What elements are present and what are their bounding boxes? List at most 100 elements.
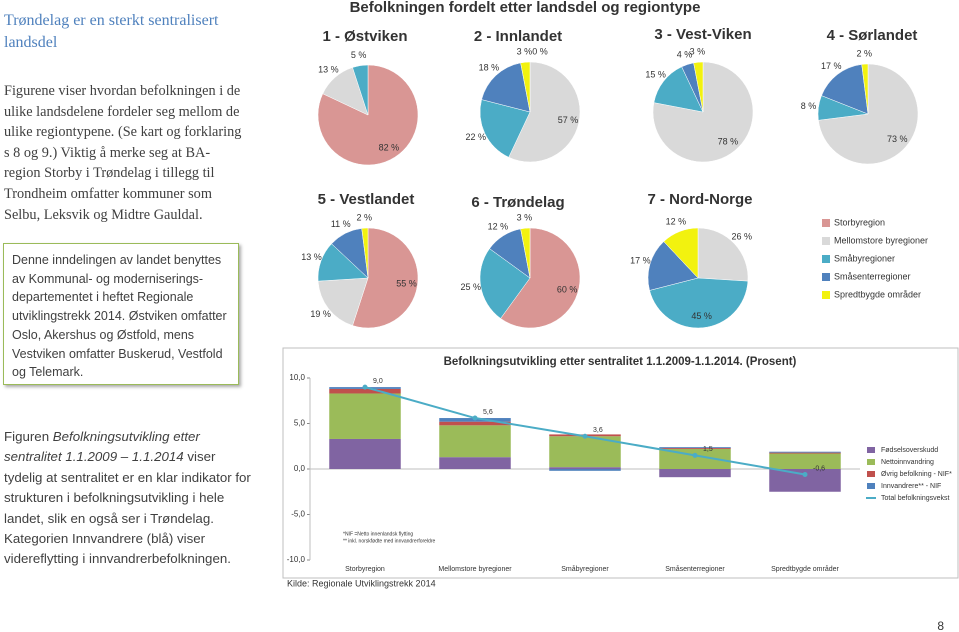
annotation: ** inkl. norskfødte med innvandrerforeld… [343, 538, 435, 544]
note-italic: Befolkningsutvikling etter sentralitet 1… [4, 429, 200, 465]
pie-slice [649, 277, 749, 329]
legend-label: Småsenterregioner [834, 271, 911, 281]
bar-segment [549, 436, 621, 468]
pie-slice [479, 248, 531, 319]
bar-segment [769, 453, 841, 469]
pie-slice [317, 277, 369, 326]
legend-swatch [822, 291, 830, 299]
pie-title: 1 - Østviken [322, 28, 407, 45]
line-value-label: 3,6 [593, 427, 603, 434]
x-tick-label: Spredtbygde områder [771, 565, 839, 573]
slice-label: 2 % [856, 48, 872, 58]
legend-label: Øvrig befolkning - NIF* [881, 471, 952, 478]
slice-label: 22 % [465, 132, 486, 142]
line-value-label: 9,0 [373, 378, 383, 385]
slice-label: 57 % [558, 115, 579, 125]
slice-label: 17 % [821, 61, 842, 71]
annotation: *NIF =Netto innenlandsk flytting [343, 531, 413, 537]
legend-swatch [822, 237, 830, 245]
line-point [582, 433, 588, 439]
x-tick-label: Mellomstore byregioner [438, 566, 512, 573]
pie-title: 6 - Trøndelag [471, 194, 564, 211]
pie-slice [697, 227, 749, 282]
legend-swatch [867, 459, 875, 465]
slice-label: 17 % [630, 256, 651, 266]
line-value-label: 5,6 [483, 409, 493, 416]
legend-label: Mellomstore byregioner [834, 235, 928, 245]
legend-swatch [867, 447, 875, 453]
bar-segment [769, 469, 841, 492]
slice-label: 60 % [557, 284, 578, 294]
pie-slice [500, 227, 581, 329]
slice-label: 0 % [532, 46, 548, 56]
info-box: Denne inndelingen av landet benyttes av … [3, 243, 239, 385]
bar-segment [659, 447, 731, 449]
slice-label: 11 % [331, 219, 351, 229]
slice-label: 4 % [677, 49, 693, 59]
slice-label: 8 % [801, 101, 817, 111]
bar-segment [549, 469, 621, 471]
legend-label: Total befolkningsvekst [881, 495, 950, 502]
pie-slice [481, 62, 531, 113]
slice-label: 12 % [488, 222, 509, 232]
note-text: Figuren [4, 429, 53, 444]
pie-slice [508, 61, 581, 163]
pie-slice [520, 61, 531, 113]
line-point [692, 452, 698, 458]
pie-slice [693, 61, 704, 113]
line-value-label: -0,6 [813, 465, 825, 472]
legend-swatch [822, 255, 830, 263]
pie-slice [663, 227, 699, 279]
bar-segment [439, 425, 511, 458]
slice-label: 3 % [690, 47, 706, 57]
slice-label: 3 % [517, 213, 533, 223]
pie-slice [861, 63, 869, 115]
line-point [472, 415, 478, 421]
pie-title: 2 - Innlandet [474, 28, 562, 45]
bar-segment [659, 448, 731, 469]
note-text: viser tydelig at sentralitet er en klar … [4, 449, 251, 567]
slice-label: 82 % [379, 142, 400, 152]
legend-swatch [822, 219, 830, 227]
line-value-label: 1,5 [703, 446, 713, 453]
bar-segment [659, 469, 731, 478]
slice-label: 73 % [887, 134, 908, 144]
y-tick-label: 10,0 [289, 373, 305, 382]
legend-label: Spredtbygde områder [834, 289, 921, 299]
pie-title: 7 - Nord-Norge [648, 191, 753, 208]
legend-swatch [822, 273, 830, 281]
legend-swatch [867, 471, 875, 477]
source: Kilde: Regionale Utviklingstrekk 2014 [287, 578, 436, 588]
slice-label: 18 % [479, 63, 500, 73]
slice-label: 55 % [396, 278, 417, 288]
slice-label: 3 % [517, 47, 533, 57]
bar-chart-frame [282, 347, 959, 579]
slice-label: 15 % [645, 70, 666, 80]
bar-chart-title: Befolkningsutvikling etter sentralitet 1… [444, 356, 797, 368]
bar-segment [439, 421, 511, 426]
slice-label: 2 % [356, 212, 372, 222]
slice-label: 5 % [351, 50, 367, 60]
pie-slice [647, 241, 699, 291]
pie-title: 5 - Vestlandet [318, 191, 415, 208]
slice-label: 13 % [301, 252, 322, 262]
figure-note: Figuren Befolkningsutvikling etter sentr… [4, 427, 254, 570]
bar-segment [769, 452, 841, 454]
pie-title: 4 - Sørlandet [827, 27, 918, 44]
intro-text: Figurene viser hvordan befolkningen i de… [4, 83, 242, 223]
bar-segment [659, 448, 731, 449]
legend-label: Innvandrere** - NIF [881, 483, 941, 490]
pie-slice [479, 99, 531, 158]
slice-label: 13 % [318, 64, 339, 74]
x-tick-label: Storbyregion [345, 566, 385, 573]
legend-swatch [867, 483, 875, 489]
y-tick-label: -10,0 [287, 555, 306, 564]
page-number: 8 [937, 619, 944, 632]
legend-label: Nettoinnvandring [881, 459, 934, 466]
x-tick-label: Småsenterregioner [665, 565, 725, 573]
y-tick-label: 0,0 [294, 464, 306, 473]
legend-label: Småbyregioner [834, 253, 895, 263]
slice-label: 26 % [731, 231, 752, 241]
